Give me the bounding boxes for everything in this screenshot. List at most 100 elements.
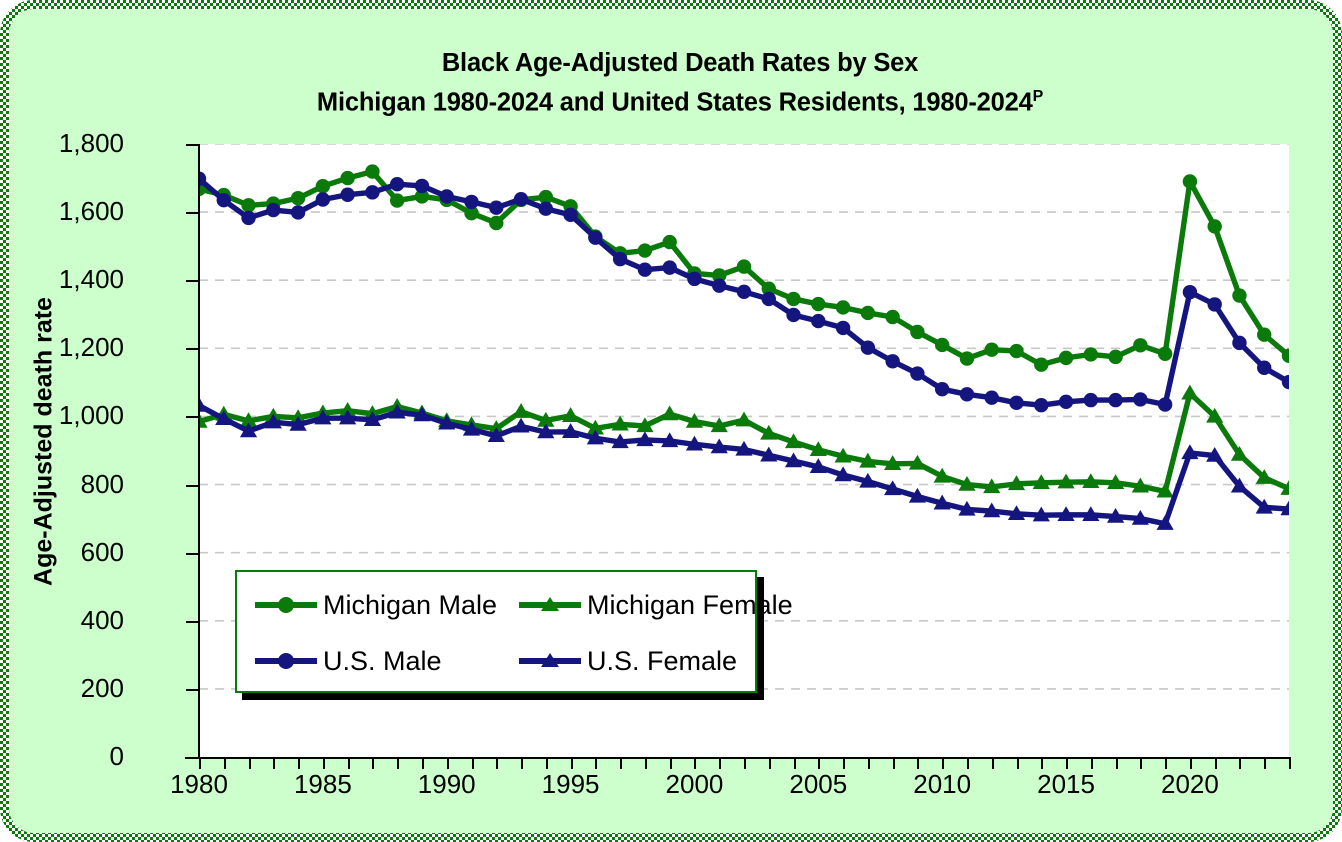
data-point-marker: [1182, 174, 1198, 189]
y-tick-mark: [186, 688, 199, 691]
legend-item[interactable]: U.S. Male: [255, 638, 442, 684]
x-tick-mark: [942, 757, 945, 769]
y-tick-mark: [186, 620, 199, 623]
legend-item-label: U.S. Female: [587, 645, 738, 676]
x-tick-mark: [966, 757, 969, 769]
data-point-marker: [512, 417, 530, 433]
data-point-marker: [1181, 384, 1199, 400]
data-point-marker: [984, 342, 999, 357]
data-point-marker: [611, 433, 629, 449]
data-point-marker: [1083, 347, 1099, 362]
x-tick-mark: [273, 757, 276, 769]
data-point-marker: [1232, 335, 1247, 351]
y-axis-line: [198, 144, 200, 758]
data-point-marker: [1257, 360, 1272, 375]
data-point-marker: [835, 300, 851, 315]
x-tick-mark: [1115, 757, 1118, 769]
data-point-marker: [413, 406, 431, 422]
x-tick-mark: [1239, 757, 1242, 769]
y-tick-label: 200: [80, 672, 124, 703]
data-point-marker: [1156, 482, 1174, 498]
data-point-marker: [1009, 395, 1024, 411]
data-point-marker: [1230, 477, 1249, 493]
data-point-marker: [637, 243, 653, 258]
y-tick-mark: [186, 416, 199, 419]
x-tick-mark: [1289, 757, 1291, 769]
data-point-marker: [290, 190, 306, 206]
data-point-marker: [1034, 398, 1049, 413]
legend-item[interactable]: Michigan Female: [519, 582, 793, 628]
data-point-marker: [438, 414, 456, 430]
data-point-marker: [1206, 447, 1224, 462]
data-point-marker: [1082, 473, 1100, 489]
data-point-marker: [834, 447, 852, 463]
x-axis-line: [185, 757, 1289, 759]
chart-title-line1: Black Age-Adjusted Death Rates by Sex: [441, 49, 919, 77]
data-point-marker: [464, 205, 479, 221]
y-tick-label: 0: [109, 741, 124, 771]
x-tick-mark: [1264, 757, 1267, 769]
data-point-marker: [363, 411, 382, 427]
data-point-marker: [538, 189, 554, 205]
data-point-marker: [984, 390, 999, 405]
data-point-marker: [1230, 445, 1249, 461]
data-point-marker: [761, 281, 776, 296]
data-point-marker: [239, 422, 258, 438]
data-point-marker: [215, 410, 233, 426]
data-point-marker: [611, 415, 629, 431]
data-point-marker: [834, 466, 852, 482]
x-tick-label: 2000: [665, 769, 724, 799]
data-point-marker: [661, 432, 679, 448]
chart-title-line2: Michigan 1980-2024 and United States Res…: [9, 80, 1342, 120]
data-point-marker: [884, 480, 902, 496]
x-tick-mark: [421, 757, 424, 769]
x-tick-mark: [223, 757, 226, 769]
data-point-marker: [933, 494, 951, 510]
chart-subtitle-text: Michigan 1980-2024 and United States Res…: [316, 88, 1033, 117]
data-point-marker: [239, 412, 258, 428]
data-point-marker: [636, 431, 654, 447]
data-point-marker: [859, 472, 877, 488]
legend-item[interactable]: Michigan Male: [255, 582, 497, 628]
x-tick-mark: [446, 757, 449, 769]
data-point-marker: [1106, 507, 1125, 523]
data-point-marker: [414, 189, 430, 204]
x-tick-mark: [719, 757, 722, 769]
legend-item[interactable]: U.S. Female: [519, 638, 737, 684]
data-point-marker: [339, 402, 357, 417]
x-tick-label: 1995: [541, 769, 600, 799]
data-point-marker: [712, 268, 727, 283]
data-point-marker: [735, 411, 753, 427]
x-tick-mark: [199, 757, 201, 769]
x-tick-mark: [991, 757, 994, 769]
x-tick-label: 2010: [913, 769, 972, 799]
data-point-marker: [934, 337, 950, 353]
x-tick-mark: [793, 757, 796, 769]
data-point-marker: [563, 207, 578, 223]
data-point-marker: [761, 291, 776, 307]
data-point-marker: [1009, 343, 1024, 359]
x-tick-mark: [818, 757, 821, 769]
data-point-marker: [586, 429, 604, 445]
data-point-marker: [1058, 350, 1074, 366]
x-tick-label: 1980: [170, 769, 228, 799]
x-tick-mark: [1090, 757, 1093, 769]
data-point-marker: [885, 309, 900, 325]
data-point-marker: [786, 307, 801, 323]
data-point-marker: [537, 411, 555, 427]
data-point-marker: [388, 403, 406, 419]
legend-triangle-marker-icon: [519, 650, 581, 672]
data-point-marker: [1108, 392, 1123, 408]
chart-title: Black Age-Adjusted Death Rates by Sex Mi…: [9, 47, 1342, 120]
x-tick-mark: [694, 757, 697, 769]
legend-circle-marker-icon: [255, 594, 317, 616]
data-point-marker: [910, 366, 925, 381]
x-tick-mark: [595, 757, 598, 769]
data-point-marker: [784, 452, 803, 468]
data-point-marker: [710, 438, 728, 454]
x-tick-mark: [1189, 757, 1192, 769]
y-tick-mark: [186, 144, 199, 146]
data-point-marker: [389, 176, 405, 192]
x-tick-mark: [1066, 757, 1069, 769]
data-point-marker: [662, 234, 677, 250]
